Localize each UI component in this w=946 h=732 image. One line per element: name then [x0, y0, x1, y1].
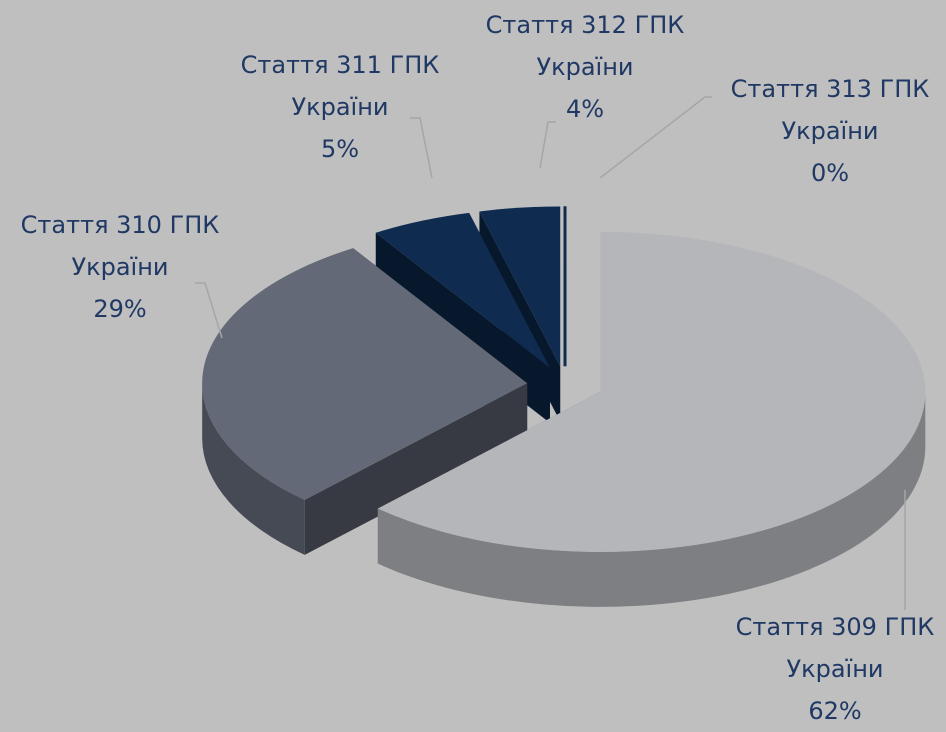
slice	[202, 248, 528, 500]
slice-label: Стаття 309 ГПК України	[735, 613, 935, 683]
slice	[479, 206, 561, 367]
leader-line	[539, 121, 556, 169]
slice-side	[377, 391, 926, 607]
slice-value-label: 62%	[808, 697, 862, 725]
slice-value-label: 29%	[93, 295, 147, 323]
slice-value-label: 5%	[320, 135, 360, 163]
slice-label: Стаття 310 ГПК України	[20, 211, 220, 281]
leader-line	[195, 282, 223, 339]
slice	[375, 212, 550, 368]
leader-line	[410, 117, 433, 179]
slice-side	[304, 383, 528, 555]
slice	[377, 231, 926, 552]
slice-label: Стаття 311 ГПК України	[240, 51, 440, 121]
leader-line	[599, 96, 712, 179]
slice-label: Стаття 312 ГПК України	[485, 11, 685, 81]
slice-value-label: 4%	[565, 95, 605, 123]
slice-label: Стаття 313 ГПК України	[730, 75, 930, 145]
slice-value-label: 0%	[810, 159, 850, 187]
slice-side	[202, 383, 305, 555]
